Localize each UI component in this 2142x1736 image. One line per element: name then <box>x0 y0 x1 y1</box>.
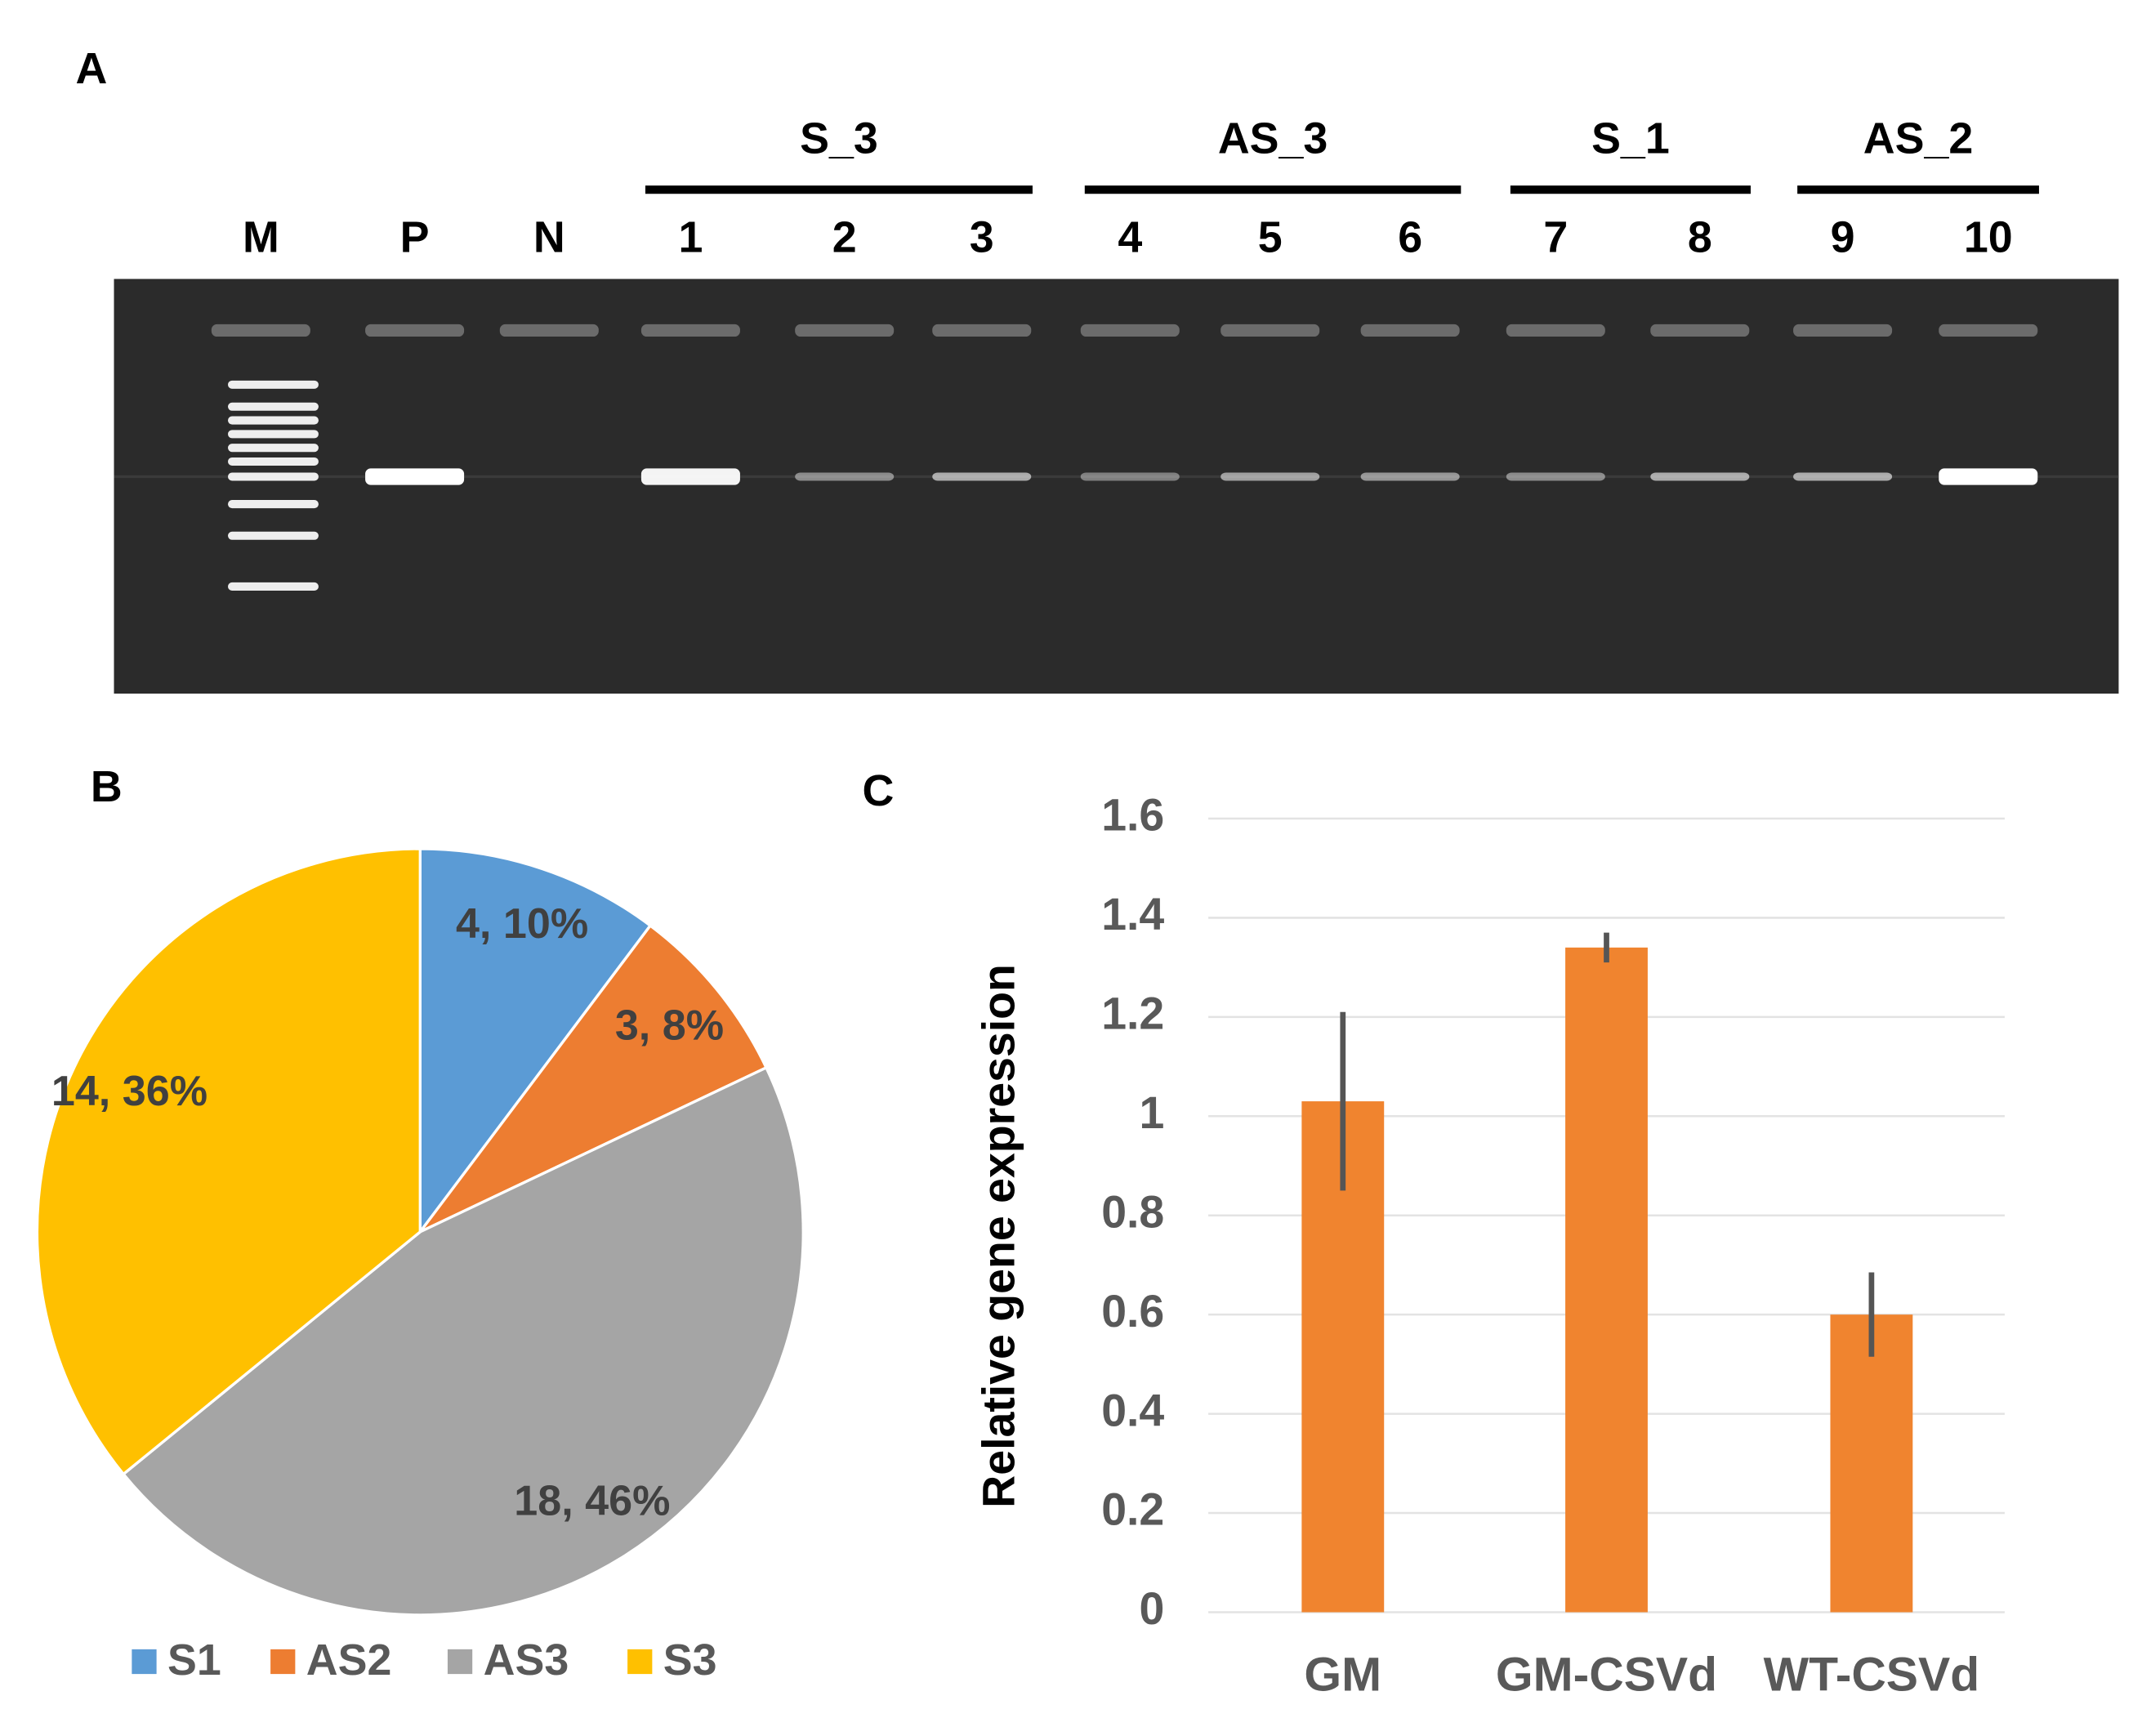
gel-band <box>640 468 740 485</box>
lane-label: N <box>533 213 565 262</box>
gel-well <box>1220 324 1320 337</box>
gel-band <box>932 472 1032 481</box>
y-tick-label: 0 <box>1139 1583 1164 1634</box>
ladder-band <box>228 402 319 411</box>
y-tick-label: 0.4 <box>1101 1385 1164 1435</box>
data-label: 3, 8% <box>615 1002 724 1050</box>
x-tick-label: GM-CSVd <box>1496 1649 1717 1702</box>
gel-well <box>795 324 895 337</box>
legend-label: S1 <box>167 1636 221 1685</box>
gel-band <box>1220 472 1320 481</box>
lane-label: 8 <box>1688 213 1712 262</box>
group-label: AS_2 <box>1863 114 1974 163</box>
gel-band <box>1360 472 1460 481</box>
lane-label: 7 <box>1543 213 1568 262</box>
lane-label: 6 <box>1398 213 1422 262</box>
legend-swatch <box>627 1649 653 1675</box>
ladder-band <box>228 380 319 389</box>
lane-label: P <box>400 213 430 262</box>
ladder-band <box>228 444 319 453</box>
gel-well <box>1080 324 1180 337</box>
gel-band <box>1080 472 1180 481</box>
ladder-band <box>228 430 319 439</box>
ladder-band <box>228 582 319 591</box>
gel-well <box>1939 324 2038 337</box>
gel-well <box>499 324 599 337</box>
lane-label: 4 <box>1118 213 1142 262</box>
legend-swatch <box>270 1649 296 1675</box>
gel-band <box>1939 468 2038 485</box>
gel-well <box>211 324 310 337</box>
y-tick-label: 1.2 <box>1101 988 1164 1039</box>
legend-label: AS3 <box>484 1636 569 1685</box>
lane-label: 1 <box>678 213 703 262</box>
y-tick-label: 1.4 <box>1101 889 1164 939</box>
legend-label: S3 <box>663 1636 717 1685</box>
y-tick-label: 1 <box>1139 1087 1164 1138</box>
pie-slice <box>418 923 769 1234</box>
data-label: 4, 10% <box>456 900 588 948</box>
gel-well <box>1506 324 1605 337</box>
ladder-band <box>228 416 319 425</box>
y-tick-label: 1.6 <box>1101 790 1164 841</box>
lane-label: 5 <box>1258 213 1283 262</box>
data-label: 18, 46% <box>514 1478 670 1525</box>
y-tick-label: 0.2 <box>1101 1484 1164 1535</box>
ladder-band <box>228 457 319 466</box>
group-label: S_3 <box>800 114 878 163</box>
lane-label: 3 <box>970 213 994 262</box>
group-label: AS_3 <box>1218 114 1328 163</box>
ladder-band <box>228 472 319 481</box>
bar <box>1565 947 1648 1613</box>
panel-label: C <box>863 766 895 815</box>
legend-swatch <box>132 1649 157 1675</box>
gel-band <box>1793 472 1893 481</box>
x-tick-label: GM <box>1304 1649 1381 1702</box>
pie-slice <box>35 847 422 1476</box>
gel-band <box>365 468 465 485</box>
panel-label: A <box>75 44 107 93</box>
legend-label: AS2 <box>306 1636 392 1685</box>
legend-swatch <box>447 1649 473 1675</box>
gel-well <box>1793 324 1893 337</box>
x-tick-label: WT-CSVd <box>1764 1649 1980 1702</box>
panel-label: B <box>91 762 123 811</box>
ladder-band <box>228 500 319 509</box>
gel-image <box>114 279 2119 694</box>
y-axis-label: Relative gene expression <box>974 964 1024 1508</box>
gel-well <box>932 324 1032 337</box>
gel-well <box>1650 324 1750 337</box>
pie-slice <box>418 847 653 1236</box>
pie-slice <box>121 1065 805 1617</box>
gel-band <box>1506 472 1605 481</box>
ladder-band <box>228 531 319 540</box>
gel-band <box>795 472 895 481</box>
gel-well <box>640 324 740 337</box>
gel-well <box>1360 324 1460 337</box>
lane-label: 9 <box>1831 213 1855 262</box>
lane-label: 2 <box>832 213 857 262</box>
y-tick-label: 0.8 <box>1101 1186 1164 1237</box>
gel-band <box>1650 472 1750 481</box>
lane-label: 10 <box>1964 213 2013 262</box>
data-label: 14, 36% <box>51 1068 208 1115</box>
gel-well <box>365 324 465 337</box>
y-tick-label: 0.6 <box>1101 1286 1164 1337</box>
lane-label: M <box>243 213 279 262</box>
group-label: S_1 <box>1591 114 1670 163</box>
bar <box>1830 1314 1913 1613</box>
